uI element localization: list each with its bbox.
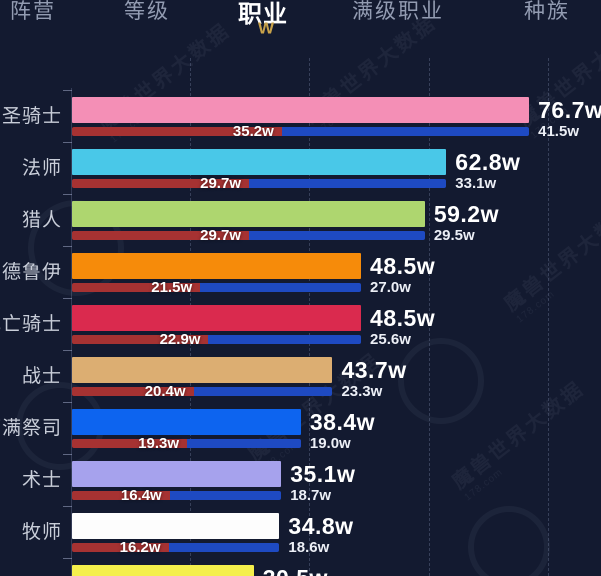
blue-faction-value-label: 41.5w bbox=[538, 123, 579, 140]
class-bar[interactable] bbox=[72, 253, 362, 279]
class-bar[interactable] bbox=[72, 305, 362, 331]
watermark-logo-circle bbox=[398, 338, 484, 424]
class-label: 法师 bbox=[21, 158, 62, 179]
blue-faction-value-label: 33.1w bbox=[455, 175, 497, 192]
blue-faction-segment bbox=[169, 491, 282, 500]
blue-faction-segment bbox=[249, 179, 447, 188]
class-label: 圣骑士 bbox=[1, 106, 62, 127]
y-axis-tick bbox=[63, 350, 72, 351]
class-label: 死亡骑士 bbox=[0, 314, 62, 335]
red-faction-value-label: 16.2w bbox=[119, 539, 161, 556]
y-axis-tick bbox=[63, 246, 72, 247]
faction-split-bar bbox=[72, 491, 282, 500]
watermark-logo-circle bbox=[468, 506, 550, 576]
blue-faction-value-label: 27.0w bbox=[370, 279, 411, 296]
blue-faction-value-label: 18.6w bbox=[288, 539, 330, 556]
x-gridline bbox=[428, 58, 430, 576]
faction-split-bar bbox=[72, 283, 362, 292]
class-bar[interactable] bbox=[72, 201, 425, 227]
y-axis-line bbox=[71, 88, 72, 576]
total-value-label: 48.5w bbox=[370, 253, 436, 279]
class-label: 猎人 bbox=[21, 210, 62, 231]
class-bar[interactable] bbox=[72, 97, 530, 123]
blue-faction-segment bbox=[281, 127, 530, 136]
y-axis-tick bbox=[63, 402, 72, 403]
blue-faction-segment bbox=[200, 283, 362, 292]
red-faction-value-label: 16.4w bbox=[120, 487, 162, 504]
blue-faction-segment bbox=[193, 387, 333, 396]
blue-faction-segment bbox=[208, 335, 362, 344]
faction-split-bar bbox=[72, 231, 425, 240]
nav-tab-level[interactable]: 等级 bbox=[124, 0, 170, 23]
blue-faction-value-label: 18.7w bbox=[290, 487, 332, 504]
nav-tab-faction[interactable]: 阵营 bbox=[10, 0, 56, 23]
y-axis-tick bbox=[63, 558, 72, 559]
blue-faction-value-label: 19.0w bbox=[309, 435, 351, 452]
total-value-label: 35.1w bbox=[290, 461, 356, 487]
class-bar[interactable] bbox=[72, 513, 280, 539]
blue-faction-segment bbox=[168, 543, 280, 552]
red-faction-value-label: 29.7w bbox=[200, 227, 241, 244]
blue-faction-value-label: 25.6w bbox=[370, 331, 411, 348]
nav-tab-class[interactable]: 职业 bbox=[238, 1, 288, 28]
blue-faction-value-label: 29.5w bbox=[433, 227, 475, 244]
y-axis-tick bbox=[63, 298, 72, 299]
class-label: 术士 bbox=[21, 470, 62, 491]
class-bar[interactable] bbox=[72, 461, 282, 487]
x-gridline bbox=[547, 58, 549, 576]
faction-split-bar bbox=[72, 179, 447, 188]
red-faction-segment bbox=[72, 231, 249, 240]
class-label: 萨满祭司 bbox=[0, 418, 62, 439]
y-axis-tick bbox=[63, 506, 72, 507]
total-value-label: 59.2w bbox=[433, 201, 499, 227]
red-faction-segment bbox=[72, 387, 194, 396]
faction-split-bar bbox=[72, 335, 362, 344]
blue-faction-segment bbox=[187, 439, 301, 448]
red-faction-value-label: 21.5w bbox=[151, 279, 193, 296]
class-bar[interactable] bbox=[72, 149, 447, 175]
red-faction-value-label: 29.7w bbox=[200, 175, 241, 192]
class-bar[interactable] bbox=[72, 565, 254, 576]
class-bar[interactable] bbox=[72, 357, 333, 383]
red-faction-value-label: 20.4w bbox=[144, 383, 186, 400]
red-faction-segment bbox=[72, 127, 282, 136]
nav-tab-race[interactable]: 种族 bbox=[524, 0, 570, 23]
blue-faction-segment bbox=[249, 231, 425, 240]
red-faction-segment bbox=[72, 179, 249, 188]
total-value-label: 30.5w bbox=[263, 566, 328, 576]
red-faction-value-label: 19.3w bbox=[138, 435, 180, 452]
faction-split-bar bbox=[72, 387, 333, 396]
red-faction-value-label: 22.9w bbox=[159, 331, 201, 348]
y-axis-tick bbox=[63, 90, 72, 91]
total-value-label: 76.7w bbox=[538, 97, 601, 123]
class-label: 牧师 bbox=[21, 522, 62, 543]
red-faction-segment bbox=[72, 335, 209, 344]
nav-tab-maxlevel-class[interactable]: 满级职业 bbox=[352, 0, 444, 23]
y-axis-tick bbox=[63, 194, 72, 195]
active-tab-w-marker: W bbox=[257, 19, 275, 38]
red-faction-segment bbox=[72, 283, 201, 292]
y-axis-tick bbox=[63, 454, 72, 455]
class-label: 德鲁伊 bbox=[1, 262, 62, 283]
total-value-label: 48.5w bbox=[370, 305, 436, 331]
y-axis-tick bbox=[63, 142, 72, 143]
blue-faction-value-label: 23.3w bbox=[341, 383, 383, 400]
red-faction-segment bbox=[72, 491, 170, 500]
total-value-label: 43.7w bbox=[341, 357, 407, 383]
faction-split-bar bbox=[72, 127, 530, 136]
red-faction-segment bbox=[72, 543, 169, 552]
class-bar[interactable] bbox=[72, 409, 301, 435]
total-value-label: 38.4w bbox=[309, 409, 376, 435]
total-value-label: 62.8w bbox=[455, 149, 521, 175]
red-faction-value-label: 35.2w bbox=[232, 123, 274, 140]
faction-split-bar bbox=[72, 439, 301, 448]
total-value-label: 34.8w bbox=[288, 513, 354, 539]
class-label: 战士 bbox=[21, 366, 62, 387]
faction-split-bar bbox=[72, 543, 280, 552]
red-faction-segment bbox=[72, 439, 188, 448]
